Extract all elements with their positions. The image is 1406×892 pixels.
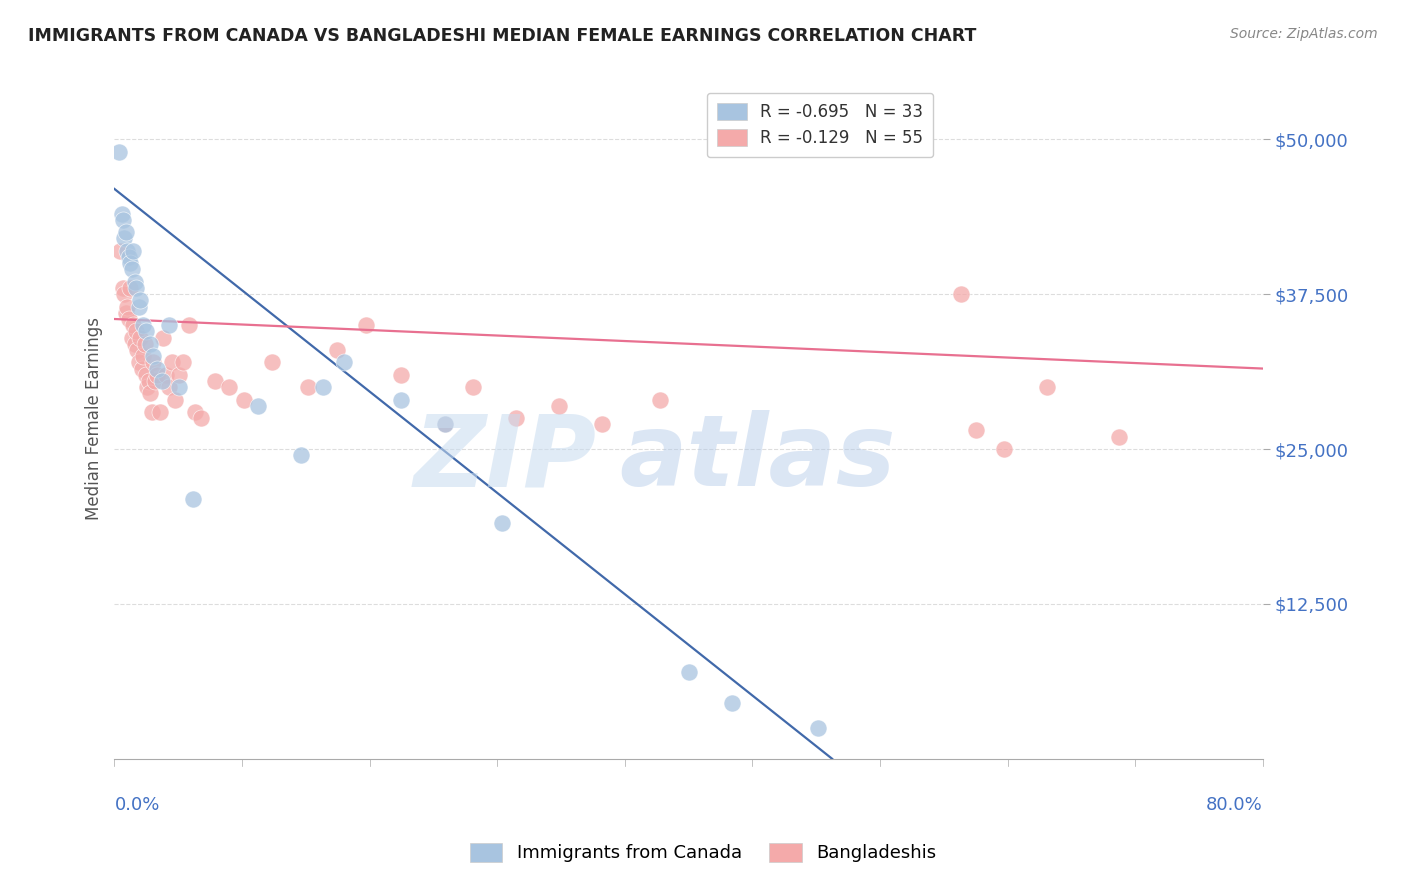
Point bbox=[160, 355, 183, 369]
Point bbox=[127, 343, 149, 357]
Point bbox=[463, 380, 485, 394]
Point bbox=[183, 491, 205, 506]
Point bbox=[114, 231, 136, 245]
Point bbox=[143, 374, 166, 388]
Point bbox=[117, 300, 139, 314]
Text: Source: ZipAtlas.com: Source: ZipAtlas.com bbox=[1230, 27, 1378, 41]
Point bbox=[138, 374, 160, 388]
Point bbox=[157, 318, 180, 333]
Point bbox=[190, 411, 212, 425]
Point bbox=[118, 250, 141, 264]
Point bbox=[139, 386, 162, 401]
Point bbox=[136, 380, 159, 394]
Point bbox=[262, 355, 284, 369]
Text: atlas: atlas bbox=[620, 410, 896, 508]
Point bbox=[108, 244, 131, 258]
Point bbox=[505, 411, 527, 425]
Point bbox=[491, 516, 513, 531]
Point bbox=[965, 424, 987, 438]
Text: 80.0%: 80.0% bbox=[1206, 797, 1263, 814]
Point bbox=[134, 336, 156, 351]
Point bbox=[157, 380, 180, 394]
Point bbox=[246, 399, 269, 413]
Point bbox=[184, 405, 207, 419]
Point bbox=[993, 442, 1015, 456]
Point bbox=[548, 399, 571, 413]
Point bbox=[354, 318, 377, 333]
Point bbox=[117, 244, 139, 258]
Point bbox=[122, 318, 145, 333]
Point bbox=[107, 145, 129, 159]
Point bbox=[132, 349, 155, 363]
Point bbox=[297, 380, 319, 394]
Point bbox=[678, 665, 700, 679]
Point bbox=[146, 361, 169, 376]
Point bbox=[139, 336, 162, 351]
Point bbox=[167, 380, 190, 394]
Point bbox=[129, 293, 152, 308]
Point bbox=[141, 405, 163, 419]
Point bbox=[124, 275, 146, 289]
Point bbox=[128, 300, 150, 314]
Point bbox=[131, 361, 153, 376]
Point bbox=[122, 244, 145, 258]
Text: 0.0%: 0.0% bbox=[114, 797, 160, 814]
Point bbox=[152, 330, 174, 344]
Point bbox=[177, 318, 200, 333]
Text: ZIP: ZIP bbox=[413, 410, 596, 508]
Point bbox=[118, 312, 141, 326]
Point bbox=[135, 325, 157, 339]
Point bbox=[125, 281, 148, 295]
Point bbox=[129, 330, 152, 344]
Point bbox=[591, 417, 613, 432]
Point bbox=[433, 417, 456, 432]
Point bbox=[1108, 430, 1130, 444]
Point bbox=[232, 392, 254, 407]
Legend: Immigrants from Canada, Bangladeshis: Immigrants from Canada, Bangladeshis bbox=[463, 836, 943, 870]
Point bbox=[333, 355, 356, 369]
Point bbox=[120, 256, 142, 270]
Point bbox=[142, 355, 165, 369]
Point bbox=[807, 721, 830, 735]
Point bbox=[163, 392, 186, 407]
Point bbox=[155, 368, 177, 382]
Point bbox=[115, 225, 138, 239]
Point bbox=[110, 207, 132, 221]
Point bbox=[146, 368, 169, 382]
Point bbox=[720, 696, 742, 710]
Y-axis label: Median Female Earnings: Median Female Earnings bbox=[86, 317, 103, 520]
Point bbox=[149, 405, 172, 419]
Text: IMMIGRANTS FROM CANADA VS BANGLADESHI MEDIAN FEMALE EARNINGS CORRELATION CHART: IMMIGRANTS FROM CANADA VS BANGLADESHI ME… bbox=[28, 27, 977, 45]
Point bbox=[135, 368, 157, 382]
Point bbox=[132, 318, 155, 333]
Legend: R = -0.695   N = 33, R = -0.129   N = 55: R = -0.695 N = 33, R = -0.129 N = 55 bbox=[707, 93, 934, 157]
Point bbox=[111, 213, 134, 227]
Point bbox=[950, 287, 973, 301]
Point bbox=[115, 306, 138, 320]
Point bbox=[311, 380, 333, 394]
Point bbox=[290, 448, 312, 462]
Point bbox=[128, 355, 150, 369]
Point bbox=[167, 368, 190, 382]
Point bbox=[391, 368, 413, 382]
Point bbox=[218, 380, 240, 394]
Point bbox=[121, 330, 143, 344]
Point bbox=[111, 281, 134, 295]
Point bbox=[172, 355, 194, 369]
Point bbox=[326, 343, 349, 357]
Point bbox=[204, 374, 226, 388]
Point bbox=[125, 325, 148, 339]
Point bbox=[142, 349, 165, 363]
Point bbox=[124, 336, 146, 351]
Point bbox=[648, 392, 671, 407]
Point bbox=[114, 287, 136, 301]
Point bbox=[391, 392, 413, 407]
Point bbox=[121, 262, 143, 277]
Point bbox=[1036, 380, 1059, 394]
Point bbox=[433, 417, 456, 432]
Point bbox=[150, 374, 173, 388]
Point bbox=[120, 281, 142, 295]
